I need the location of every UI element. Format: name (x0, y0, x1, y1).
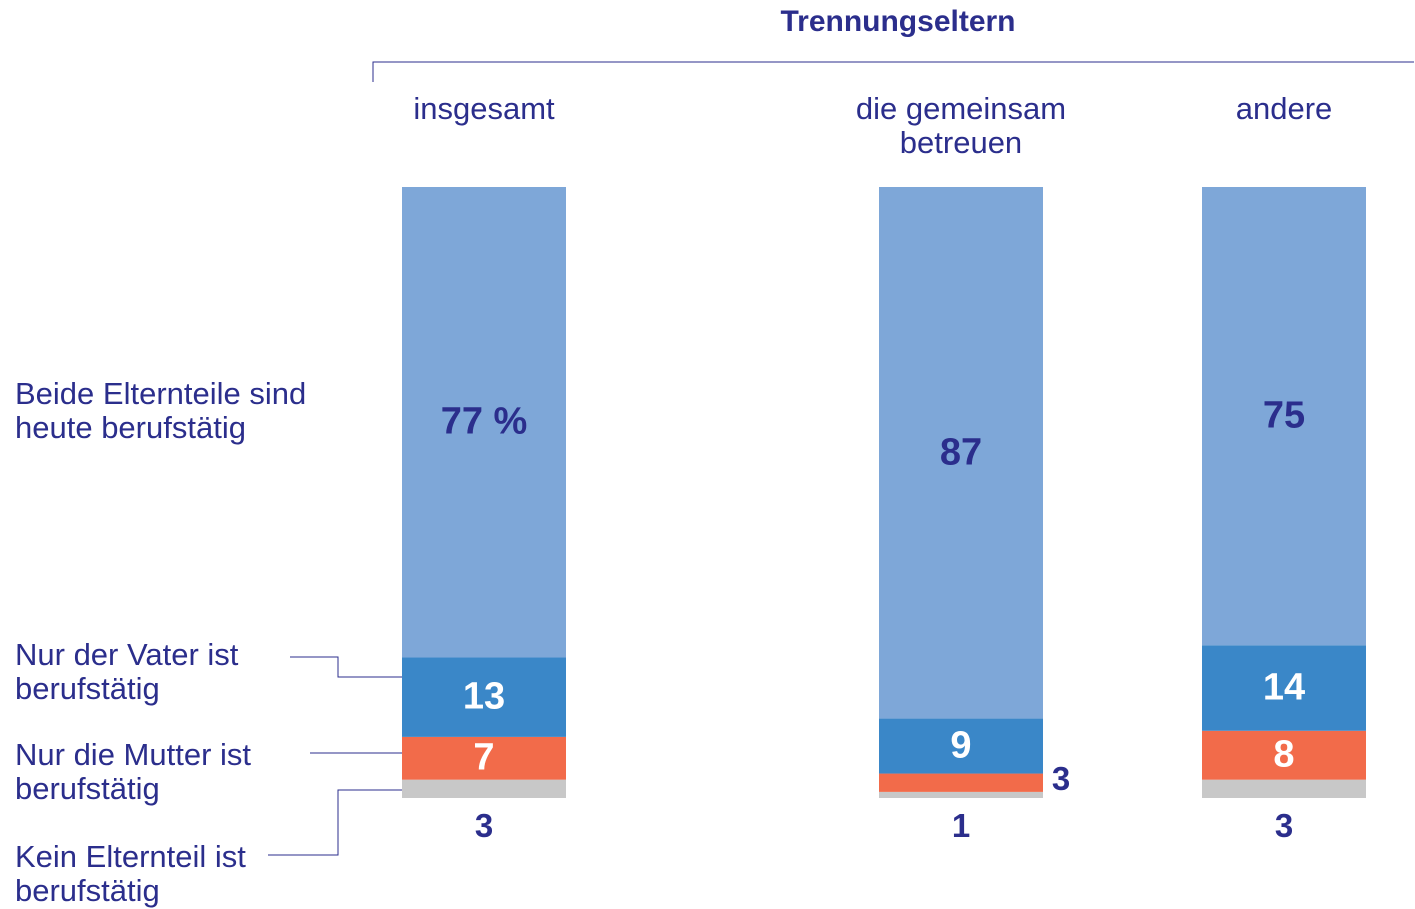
value-label: 3 (1051, 759, 1071, 797)
group-bracket (372, 61, 1414, 82)
value-label: 77 % (440, 400, 528, 443)
bar-segment (402, 187, 566, 658)
bar-segment (402, 736, 566, 780)
category-label: insgesamt (413, 91, 555, 126)
bar-segment (402, 657, 566, 737)
bar-segment (879, 773, 1043, 792)
bar-segment (1202, 645, 1366, 731)
value-label: 3 (474, 807, 494, 844)
value-label: 13 (462, 675, 506, 718)
legend-connector (290, 656, 402, 678)
value-label: 3 (1274, 807, 1294, 844)
bar-segment (1202, 187, 1366, 646)
legend-connector (268, 789, 402, 856)
bar-segment (402, 779, 566, 798)
chart-title: Trennungseltern (780, 5, 1016, 38)
value-label: 9 (950, 724, 972, 767)
legend-label: Nur die Mutter ist berufstätig (15, 737, 252, 806)
legend-label: Kein Elternteil ist berufstätig (15, 839, 246, 908)
category-label: andere (1235, 91, 1333, 126)
value-label: 1 (951, 807, 971, 844)
legend-label: Nur der Vater ist berufstätig (15, 637, 239, 706)
category-label: die gemeinsam betreuen (855, 91, 1067, 160)
value-label: 14 (1262, 666, 1306, 709)
value-label: 8 (1273, 733, 1295, 776)
bar-segment (879, 791, 1043, 798)
value-label: 7 (473, 736, 495, 779)
bar-segment (879, 187, 1043, 719)
legend-label: Beide Elternteile sind heute berufstätig (15, 376, 307, 445)
value-label: 87 (939, 431, 983, 474)
bar-segment (879, 718, 1043, 774)
value-label: 75 (1262, 394, 1306, 437)
bar-segment (1202, 779, 1366, 798)
bar-segment (1202, 730, 1366, 780)
